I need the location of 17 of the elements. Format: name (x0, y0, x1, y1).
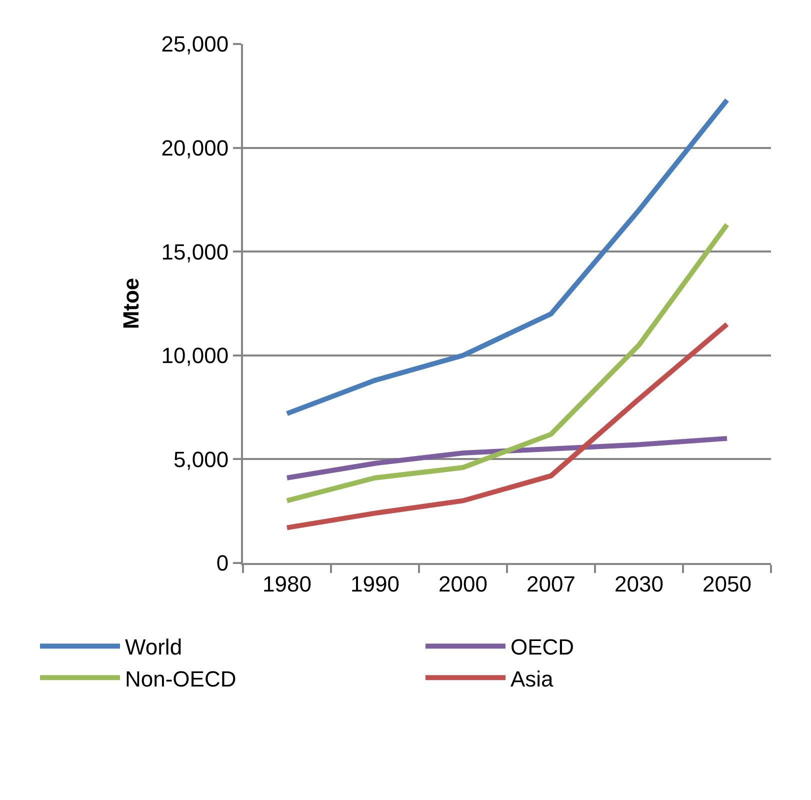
y-tick-label: 0 (216, 550, 229, 576)
y-tick-label: 5,000 (174, 446, 229, 472)
x-tick-label: 2000 (438, 571, 488, 596)
legend-label: Asia (510, 666, 554, 692)
y-tick-label: 15,000 (161, 239, 229, 264)
y-tick-label: 10,000 (161, 343, 229, 368)
x-tick-label: 2007 (526, 571, 576, 596)
y-tick-label: 25,000 (161, 32, 229, 57)
legend-label: World (125, 634, 182, 660)
y-tick-label: 20,000 (161, 136, 229, 160)
x-tick-label: 1980 (262, 571, 312, 596)
legend-label: Non-OECD (125, 666, 236, 692)
legend-label: OECD (510, 634, 574, 660)
x-tick-label: 2030 (614, 571, 664, 596)
x-tick-label: 2050 (702, 571, 752, 596)
x-tick-label: 1990 (350, 571, 400, 596)
y-axis-title: Mtoe (118, 278, 144, 330)
